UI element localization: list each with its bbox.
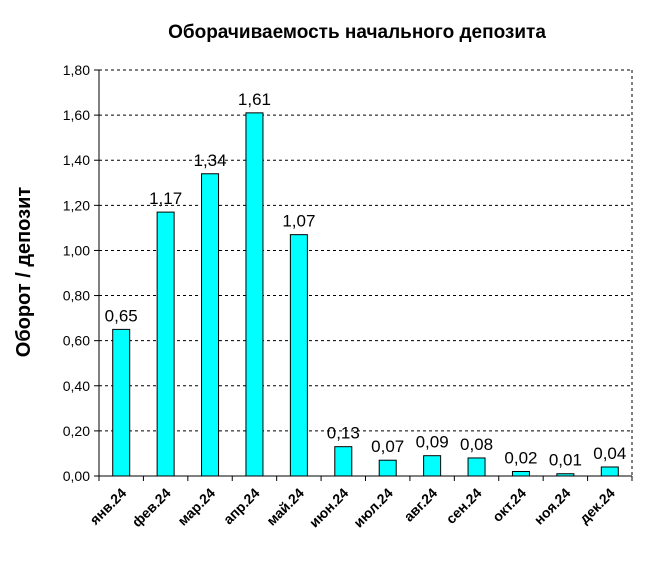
bar [245, 112, 264, 477]
axes [94, 69, 633, 481]
y-tick-label: 0,40 [63, 378, 90, 394]
data-label: 0,01 [549, 451, 582, 470]
y-tick-label: 1,00 [63, 242, 90, 258]
x-tick-label: июн.24 [306, 485, 352, 531]
data-label: 0,07 [371, 437, 404, 456]
x-tick-label: авг.24 [400, 485, 440, 525]
x-tick-label: ноя.24 [531, 485, 574, 528]
x-tick-label: окт.24 [489, 485, 529, 525]
y-tick-label: 0,60 [63, 333, 90, 349]
y-tick-label: 0,20 [63, 423, 90, 439]
bar [156, 211, 175, 477]
data-label: 1,61 [238, 90, 271, 109]
data-label: 1,17 [149, 189, 182, 208]
x-tick-label: мар.24 [174, 485, 218, 529]
y-tick-label: 1,80 [63, 62, 90, 78]
data-label: 0,04 [593, 444, 626, 463]
x-tick-label: апр.24 [220, 485, 263, 528]
bar [289, 234, 308, 477]
y-tick-labels: 0,00 0,20 0,40 0,60 0,80 1,00 1,20 1,40 1,60 1,80 [63, 62, 90, 484]
bar [511, 470, 530, 477]
x-tick-labels: янв.24 фев.24 мар.24 апр.24 май.24июн.24июл.… [86, 485, 618, 531]
y-tick-label: 1,60 [63, 107, 90, 123]
bar [423, 455, 442, 477]
bar [378, 459, 397, 477]
y-tick-label: 1,40 [63, 152, 90, 168]
data-label: 0,09 [416, 433, 449, 452]
data-label: 0,02 [504, 448, 537, 467]
bar [334, 446, 353, 477]
bar [467, 457, 486, 477]
data-label: 1,07 [282, 212, 315, 231]
x-tick-label: дек.24 [576, 485, 618, 527]
y-tick-label: 0,80 [63, 288, 90, 304]
data-labels: 0,65 1,17 1,34 1,61 1,07 0,13 0,07 0,09 0,08 0,02… [105, 90, 627, 470]
x-tick-label: сен.24 [443, 485, 485, 527]
bar [600, 466, 619, 477]
x-tick-label: май.24 [263, 485, 307, 529]
x-tick-label: июл.24 [350, 485, 396, 531]
x-tick-label: янв.24 [86, 485, 129, 528]
x-tick-label: фев.24 [129, 485, 174, 530]
bars [112, 112, 619, 477]
data-label: 1,34 [193, 151, 226, 170]
data-label: 0,65 [105, 306, 138, 325]
y-tick-label: 1,20 [63, 197, 90, 213]
bar [201, 173, 220, 477]
chart-title: Оборачиваемость начального депозита [168, 22, 546, 43]
y-tick-label: 0,00 [63, 468, 90, 484]
data-label: 0,13 [327, 424, 360, 443]
y-axis-title: Оборот / депозит [13, 187, 35, 358]
data-label: 0,08 [460, 435, 493, 454]
bar [112, 328, 131, 477]
grid-lines [99, 69, 633, 476]
